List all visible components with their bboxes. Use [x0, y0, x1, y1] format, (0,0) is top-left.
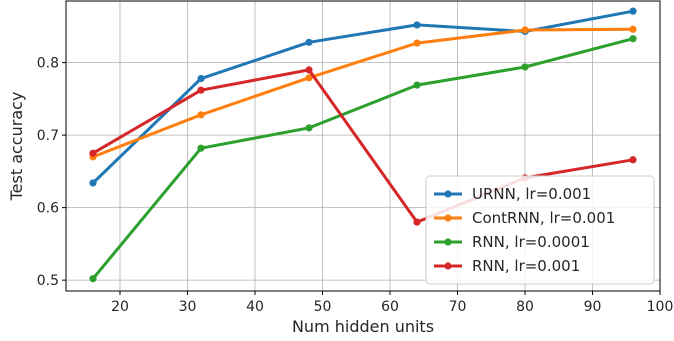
series-3 — [89, 66, 637, 226]
series-1 — [89, 25, 637, 161]
data-point — [89, 275, 97, 283]
data-point — [413, 21, 421, 29]
legend-label: RNN, lr=0.001 — [472, 257, 580, 275]
legend-item: RNN, lr=0.0001 — [434, 233, 590, 251]
x-axis: 20 30 40 50 60 70 80 90 100 — [111, 291, 673, 315]
x-tick-label: 20 — [111, 299, 129, 315]
series-line — [91, 27, 635, 159]
legend-swatch-marker — [444, 262, 452, 270]
data-point — [521, 26, 529, 34]
y-axis: 0.5 0.6 0.7 0.8 — [37, 56, 66, 289]
legend: URNN, lr=0.001 ContRNN, lr=0.001 RNN, lr=0… — [425, 175, 655, 285]
data-point — [197, 144, 205, 152]
legend-label: ContRNN, lr=0.001 — [472, 209, 615, 227]
data-point — [413, 81, 421, 89]
x-axis-label: Num hidden units — [292, 317, 434, 336]
legend-swatch-marker — [444, 214, 452, 222]
data-point — [629, 35, 637, 43]
data-point — [197, 74, 205, 83]
x-tick-label: 50 — [314, 299, 332, 315]
series-layer — [89, 7, 637, 283]
data-point — [629, 156, 637, 164]
data-point — [521, 63, 529, 71]
series-line — [91, 37, 635, 281]
legend-label: URNN, lr=0.001 — [472, 185, 591, 203]
data-point — [197, 111, 205, 119]
x-tick-label: 60 — [381, 299, 399, 315]
legend-label: RNN, lr=0.0001 — [472, 233, 590, 251]
legend-item: RNN, lr=0.001 — [434, 257, 580, 275]
data-point — [629, 7, 637, 15]
data-point — [89, 149, 97, 157]
y-tick-label: 0.5 — [37, 273, 59, 289]
data-point — [197, 86, 205, 94]
y-tick-label: 0.7 — [37, 128, 59, 144]
data-point — [305, 124, 313, 132]
x-tick-label: 30 — [179, 299, 197, 315]
series-0 — [89, 7, 637, 187]
data-point — [413, 39, 421, 47]
legend-item: URNN, lr=0.001 — [434, 185, 591, 203]
series-2 — [89, 35, 637, 283]
data-point — [629, 25, 637, 33]
x-tick-label: 40 — [246, 299, 264, 315]
x-tick-label: 100 — [647, 299, 674, 315]
legend-swatch-marker — [444, 238, 452, 246]
data-point — [305, 38, 313, 46]
series-line — [91, 68, 635, 224]
x-tick-label: 80 — [516, 299, 534, 315]
y-axis-label: Test accuracy — [7, 92, 26, 202]
x-tick-label: 70 — [449, 299, 467, 315]
data-point — [305, 74, 313, 82]
legend-item: ContRNN, lr=0.001 — [434, 209, 615, 227]
legend-box — [425, 175, 655, 285]
data-point — [305, 66, 313, 74]
data-point — [413, 218, 421, 226]
x-tick-label: 90 — [584, 299, 602, 315]
data-point — [89, 179, 97, 187]
plot-frame — [65, 0, 661, 292]
legend-swatch-marker — [444, 190, 452, 198]
y-tick-label: 0.8 — [37, 56, 59, 72]
series-line — [91, 9, 635, 185]
y-tick-label: 0.6 — [37, 201, 59, 217]
